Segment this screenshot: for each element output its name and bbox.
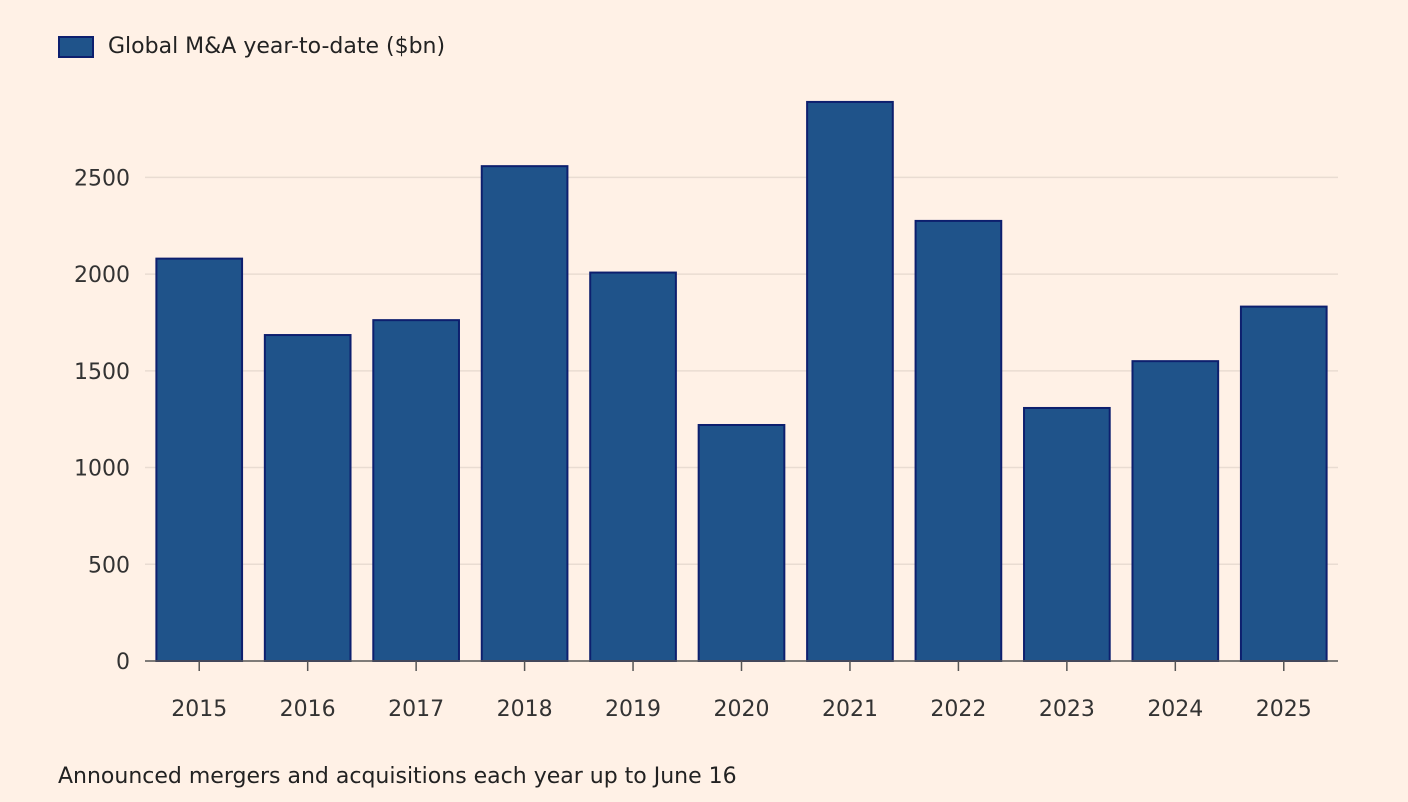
x-tick-label: 2015 bbox=[171, 697, 227, 722]
bar-2016 bbox=[263, 334, 352, 662]
x-tick-label: 2022 bbox=[930, 697, 986, 722]
bar-2018 bbox=[480, 165, 569, 663]
bar-2022 bbox=[914, 219, 1003, 662]
x-tick-label: 2021 bbox=[822, 697, 878, 722]
x-tick-label: 2020 bbox=[714, 697, 770, 722]
bar-2020 bbox=[697, 423, 786, 662]
y-tick-label: 1500 bbox=[74, 360, 130, 385]
axes: 0 500 1000 1500 2000 2500 2015 2016 2017 2018 2019… bbox=[74, 166, 1338, 722]
x-tick-label: 2024 bbox=[1147, 697, 1203, 722]
x-tick-label: 2019 bbox=[605, 697, 661, 722]
y-tick-label: 2500 bbox=[74, 166, 130, 191]
x-tick-label: 2025 bbox=[1256, 697, 1312, 722]
y-tick-label: 2000 bbox=[74, 263, 130, 288]
x-tick-label: 2017 bbox=[388, 697, 444, 722]
y-tick-label: 500 bbox=[88, 553, 130, 578]
bar-2015 bbox=[155, 257, 244, 662]
chart-legend: Global M&A year-to-date ($bn) bbox=[58, 34, 445, 59]
bar-2023 bbox=[1023, 406, 1111, 663]
legend-swatch bbox=[58, 35, 94, 58]
x-tick-label: 2018 bbox=[497, 697, 553, 722]
x-tick-label: 2023 bbox=[1039, 697, 1095, 722]
bar-2017 bbox=[372, 319, 460, 662]
x-tick-label: 2016 bbox=[280, 697, 336, 722]
bar-2019 bbox=[589, 271, 677, 662]
legend-label: Global M&A year-to-date ($bn) bbox=[108, 34, 446, 59]
bar-2025 bbox=[1239, 305, 1328, 662]
bars bbox=[155, 100, 1328, 663]
y-tick-label: 0 bbox=[116, 650, 130, 675]
bar-2024 bbox=[1131, 360, 1220, 662]
bar-chart: 0 500 1000 1500 2000 2500 2015 2016 2017 2018 2019… bbox=[74, 100, 1338, 722]
y-tick-label: 1000 bbox=[74, 457, 130, 482]
bar-2021 bbox=[806, 100, 894, 662]
footnote: Announced mergers and acquisitions each … bbox=[58, 764, 737, 789]
